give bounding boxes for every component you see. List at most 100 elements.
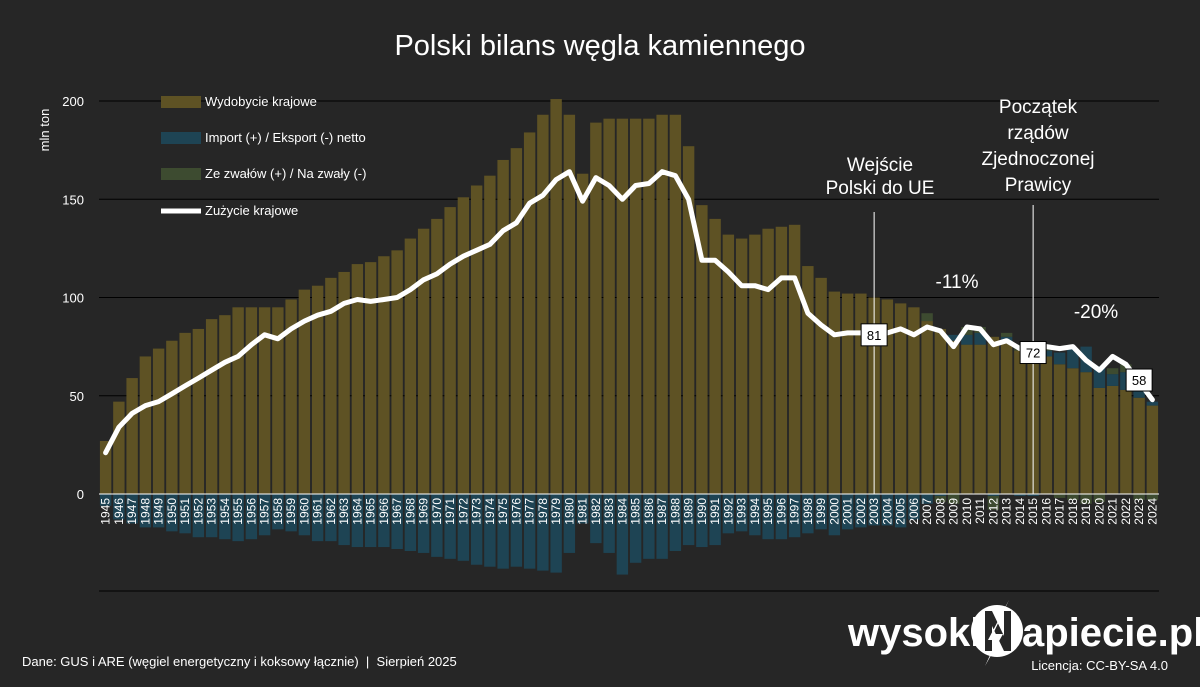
bar-production-1955	[232, 307, 244, 494]
bar-trade-2002	[855, 494, 867, 528]
bar-production-2020	[1093, 387, 1106, 494]
bar-production-1970	[431, 218, 443, 494]
bar-trade-1983	[603, 494, 615, 553]
bar-trade-2008	[934, 494, 947, 496]
x-tick-label: 1953	[205, 498, 219, 525]
bar-stock-2007	[921, 313, 933, 322]
x-tick-label: 2019	[1079, 498, 1093, 525]
y-axis-label: mln ton	[37, 109, 52, 152]
legend-swatch-stock	[161, 168, 201, 180]
bar-production-2019	[1080, 372, 1092, 494]
x-tick-label: 2004	[880, 498, 894, 525]
x-tick-label: 1970	[430, 498, 444, 525]
bar-production-1985	[629, 118, 642, 494]
x-tick-label: 1994	[748, 498, 762, 525]
bar-trade-1974	[484, 494, 496, 567]
bar-trade-1996	[775, 494, 788, 540]
x-tick-label: 1972	[456, 498, 470, 525]
bar-production-1971	[444, 207, 456, 495]
y-tick-label: 50	[70, 389, 84, 404]
x-tick-label: 1981	[576, 498, 590, 525]
x-tick-label: 1957	[258, 498, 272, 525]
x-tick-label: 1960	[297, 498, 311, 525]
bar-trade-2004	[881, 494, 894, 526]
bar-trade-1965	[364, 494, 377, 548]
x-tick-label: 2016	[1039, 498, 1053, 525]
legend: Wydobycie krajowe Import (+) / Eksport (…	[161, 94, 366, 218]
bar-trade-2024	[1146, 401, 1159, 406]
bar-production-2012	[987, 336, 1000, 494]
bar-production-1989	[682, 146, 695, 494]
bar-trade-1994	[749, 494, 761, 536]
x-tick-label: 1950	[165, 498, 179, 525]
bar-trade-2003	[868, 494, 880, 526]
bar-production-1958	[272, 307, 284, 494]
x-tick-label: 1983	[602, 498, 616, 525]
bar-production-2007	[921, 321, 933, 494]
bar-production-2014	[1014, 350, 1026, 494]
x-tick-label: 2002	[854, 498, 868, 525]
x-tick-label: 2013	[1000, 498, 1014, 525]
bar-trade-1987	[656, 494, 668, 559]
bar-production-1953	[205, 319, 218, 494]
bar-trade-1992	[722, 494, 735, 534]
bar-production-2010	[961, 344, 973, 494]
bar-production-2001	[841, 293, 854, 494]
bar-production-2013	[1000, 342, 1013, 494]
bar-production-1993	[735, 238, 748, 494]
bar-production-2021	[1106, 385, 1119, 494]
annotation-pis-line-2: Zjednoczonej	[981, 149, 1094, 170]
bar-production-1978	[537, 114, 549, 494]
bar-production-1998	[802, 266, 814, 494]
bar-trade-1976	[510, 494, 523, 567]
bar-series	[99, 99, 1159, 575]
x-tick-label: 1974	[483, 498, 497, 525]
bar-trade-1981	[576, 494, 589, 524]
bar-trade-2007	[921, 494, 933, 504]
x-tick-label: 1975	[496, 498, 510, 525]
bar-production-2018	[1067, 368, 1079, 494]
bar-production-1992	[722, 234, 735, 494]
x-tick-label: 1998	[801, 498, 815, 525]
bar-stock-2012	[987, 495, 1000, 510]
bar-production-1950	[166, 340, 178, 494]
bar-trade-1958	[272, 494, 284, 530]
bar-trade-1948	[139, 494, 152, 528]
x-tick-label: 1952	[191, 498, 205, 525]
bar-trade-1995	[762, 494, 774, 540]
bar-trade-2001	[841, 494, 854, 530]
bar-trade-1955	[232, 494, 244, 542]
consumption-line-group	[103, 169, 1155, 456]
x-tick-label: 1988	[668, 498, 682, 525]
bar-production-1974	[484, 175, 496, 495]
bar-production-1957	[258, 307, 271, 494]
bar-production-2024	[1146, 405, 1159, 494]
y-ticks: 0 50 100 150 200	[62, 94, 84, 502]
annotation-eu-line-1: Polski do UE	[826, 178, 935, 199]
x-tick-label: 2021	[1106, 498, 1120, 525]
x-tick-label: 1976	[509, 498, 523, 525]
x-tick-label: 1979	[549, 498, 563, 525]
bar-trade-1985	[629, 494, 642, 563]
bar-trade-1952	[192, 494, 205, 538]
bar-stock-2023	[1133, 494, 1145, 500]
bar-production-1963	[338, 271, 350, 494]
x-tick-label: 1967	[390, 498, 404, 525]
x-tick-label: 2001	[841, 498, 855, 525]
x-tick-label: 2009	[947, 498, 961, 525]
lightning-n-logo	[971, 600, 1023, 666]
bar-trade-1969	[417, 494, 430, 553]
x-tick-label: 1946	[112, 498, 126, 525]
bar-trade-1956	[245, 494, 258, 540]
bar-trade-1968	[404, 494, 417, 551]
bar-trade-1980	[563, 494, 576, 553]
bar-trade-2017	[1053, 352, 1066, 365]
bar-production-2004	[881, 299, 894, 494]
bar-production-2002	[855, 293, 867, 494]
bar-production-1995	[762, 228, 774, 494]
bar-production-2005	[894, 303, 907, 494]
x-tick-label: 1992	[721, 498, 735, 525]
bar-production-2000	[828, 291, 841, 494]
x-tick-label: 1996	[774, 498, 788, 525]
